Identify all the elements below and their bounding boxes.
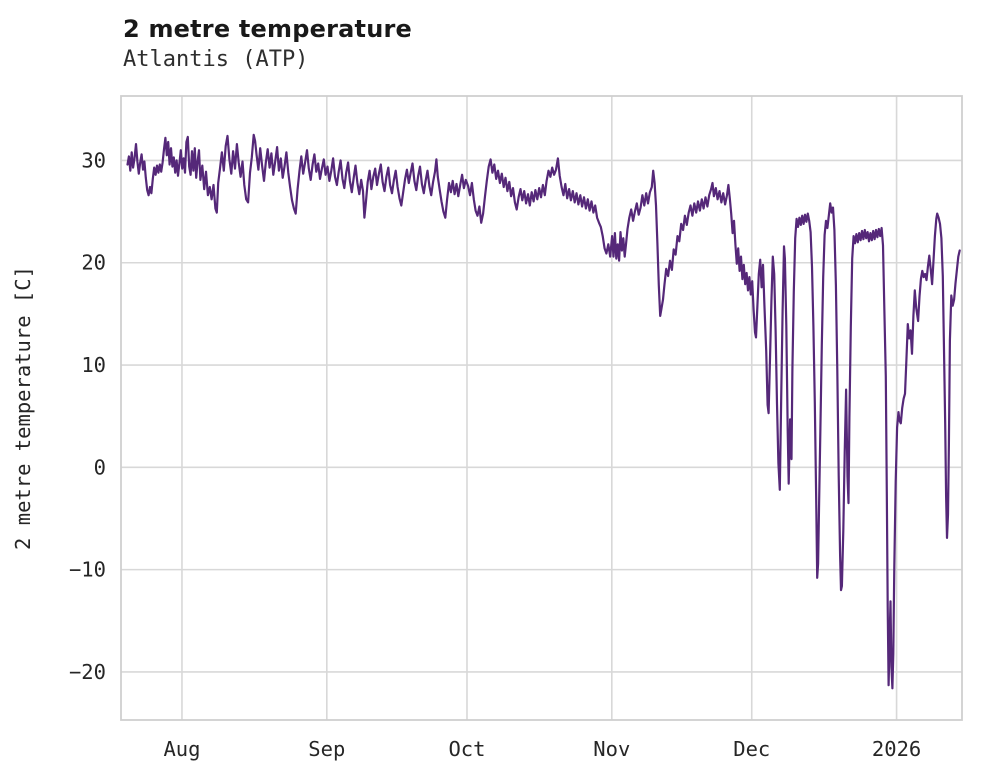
- chart-header: 2 metre temperature Atlantis (ATP): [123, 14, 412, 74]
- y-axis-title: 2 metre temperature [C]: [11, 266, 35, 550]
- y-tick-label: 0: [94, 455, 106, 479]
- plot-border: [120, 95, 963, 721]
- x-tick-label: Aug: [163, 737, 200, 761]
- chart-subtitle: Atlantis (ATP): [123, 47, 309, 72]
- line-layer: [126, 133, 961, 690]
- chart-title: 2 metre temperature: [123, 15, 412, 43]
- x-tick-label: Nov: [593, 737, 630, 761]
- temperature-line: [126, 133, 961, 690]
- y-tick-label: −10: [69, 558, 106, 582]
- x-tick-label: Dec: [733, 737, 770, 761]
- x-tick-label: Sep: [308, 737, 345, 761]
- y-tick-label: −20: [69, 660, 106, 684]
- y-tick-label: 30: [81, 148, 106, 172]
- tick-layer: Aug Sep Oct Nov Dec 2026 30 20 10 0 −10 −20: [69, 148, 921, 761]
- grid-layer: [120, 95, 963, 721]
- y-tick-label: 10: [81, 353, 106, 377]
- y-tick-label: 20: [81, 251, 106, 275]
- x-tick-label: Oct: [448, 737, 485, 761]
- x-tick-label: 2026: [872, 737, 921, 761]
